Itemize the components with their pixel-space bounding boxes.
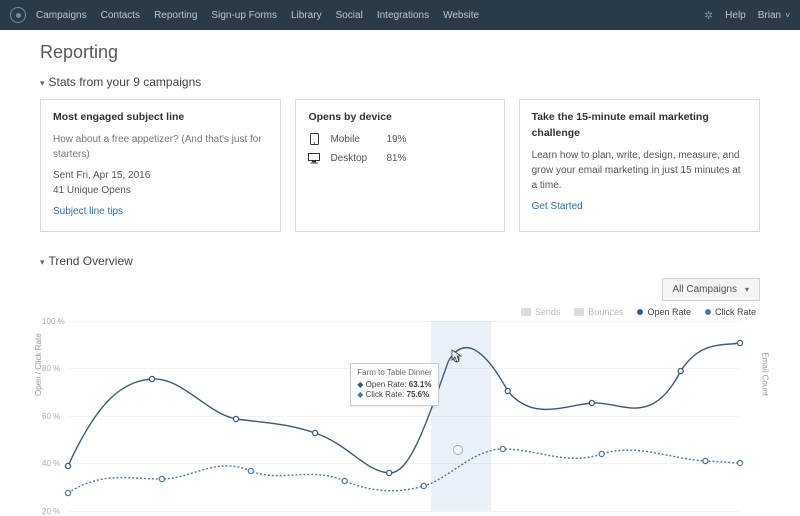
- stats-toggle[interactable]: ▾Stats from your 9 campaigns: [40, 75, 760, 89]
- campaign-filter-dropdown[interactable]: All Campaigns ▾: [662, 278, 761, 301]
- card-challenge: Take the 15-minute email marketing chall…: [519, 99, 760, 232]
- engaged-opens: 41 Unique Opens: [53, 183, 268, 198]
- device-label: Desktop: [330, 151, 376, 166]
- device-pct: 19%: [386, 132, 406, 147]
- device-label: Mobile: [330, 132, 376, 147]
- right-axis-label: Email Count: [761, 352, 770, 396]
- engaged-sent: Sent Fri, Apr 15, 2016: [53, 168, 268, 183]
- subject-line-tips-link[interactable]: Subject line tips: [53, 204, 123, 219]
- stats-cards: Most engaged subject line How about a fr…: [40, 99, 760, 232]
- nav-campaigns[interactable]: Campaigns: [36, 10, 87, 21]
- trend-toggle[interactable]: ▾Trend Overview: [40, 254, 760, 268]
- legend-sends[interactable]: Sends: [521, 307, 561, 317]
- nav-contacts[interactable]: Contacts: [101, 10, 140, 21]
- hover-marker: [453, 445, 463, 455]
- nav-social[interactable]: Social: [336, 10, 363, 21]
- caret-down-icon: ▾: [40, 78, 45, 89]
- device-pct: 81%: [386, 151, 406, 166]
- help-link[interactable]: Help: [725, 10, 746, 21]
- trend-chart: Open / Click Rate Email Count 100 %80 %6…: [40, 321, 760, 511]
- nav-library[interactable]: Library: [291, 10, 322, 21]
- grid-line: 20 %: [68, 511, 740, 512]
- mobile-icon: [308, 133, 320, 145]
- legend-bounces[interactable]: Bounces: [574, 307, 623, 317]
- card-title: Take the 15-minute email marketing chall…: [532, 110, 747, 142]
- nav-signup-forms[interactable]: Sign-up Forms: [211, 10, 277, 21]
- device-row-desktop: Desktop 81%: [308, 151, 491, 166]
- nav-website[interactable]: Website: [443, 10, 479, 21]
- chevron-down-icon: ˅: [783, 11, 790, 20]
- chart-legend: Sends Bounces Open Rate Click Rate: [40, 307, 760, 317]
- chevron-down-icon: ▾: [745, 285, 749, 294]
- get-started-link[interactable]: Get Started: [532, 199, 583, 214]
- card-title: Opens by device: [308, 110, 491, 126]
- desktop-icon: [308, 153, 320, 164]
- legend-click-rate[interactable]: Click Rate: [705, 307, 756, 317]
- top-nav: Campaigns Contacts Reporting Sign-up For…: [0, 0, 800, 30]
- nav-integrations[interactable]: Integrations: [377, 10, 429, 21]
- user-menu[interactable]: Brian ˅: [758, 10, 790, 21]
- device-row-mobile: Mobile 19%: [308, 132, 491, 147]
- challenge-body: Learn how to plan, write, design, measur…: [532, 148, 747, 193]
- nav-reporting[interactable]: Reporting: [154, 10, 197, 21]
- logo-icon[interactable]: [10, 7, 26, 23]
- page-title: Reporting: [40, 42, 760, 63]
- notifications-icon[interactable]: ✲: [704, 9, 713, 22]
- cursor-icon: [451, 349, 465, 363]
- legend-open-rate[interactable]: Open Rate: [637, 307, 691, 317]
- card-opens-by-device: Opens by device Mobile 19% Desktop 81%: [295, 99, 504, 232]
- card-title: Most engaged subject line: [53, 110, 268, 126]
- nav-items: Campaigns Contacts Reporting Sign-up For…: [36, 10, 479, 21]
- card-engaged-subject: Most engaged subject line How about a fr…: [40, 99, 281, 232]
- caret-down-icon: ▾: [40, 257, 45, 268]
- engaged-subject-text: How about a free appetizer? (And that's …: [53, 132, 268, 162]
- chart-tooltip: Farm to Table Dinner◆ Open Rate: 63.1%◆ …: [350, 363, 439, 406]
